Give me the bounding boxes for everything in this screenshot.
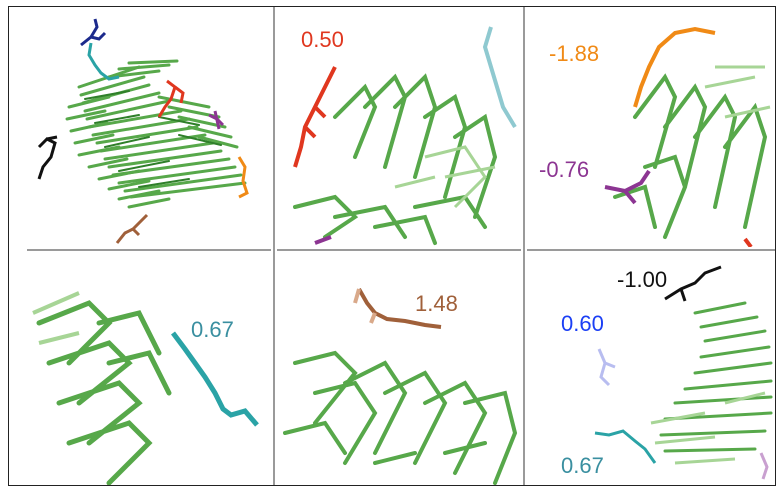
panel-black-blue-teal-probes: -1.00 0.60 0.67 [525,253,775,485]
vertical-divider-right [523,7,525,485]
red-probe-closeup [293,66,337,168]
red-value-label: 0.50 [301,27,344,52]
teal-probe-bottom [594,429,657,464]
orange-probe-overview [237,156,249,199]
dna-duplex-overview [65,59,247,209]
blue-probe-faded [597,348,616,387]
purple-fragment-faded [759,452,769,480]
brown-probe-closeup [357,288,442,329]
dna-duplex-closeup-d [283,350,518,485]
brown-probe-overview [115,213,149,244]
red-probe-molecule-render [293,26,517,245]
black-value-label: -1.00 [617,267,668,292]
dna-duplex-closeup-c-faded [32,291,80,345]
orange-purple-molecule-render [604,26,771,247]
panel-red-probe: 0.50 [275,7,521,247]
dna-duplex-closeup-e-faded [650,391,766,465]
overview-molecule-render [37,18,249,244]
teal-value-label-middle: 0.67 [191,317,234,342]
dna-duplex-closeup-c [36,300,172,485]
black-probe-overview [37,135,58,180]
red-probe-overview [157,79,185,118]
dna-duplex-closeup-a-faded [394,145,496,209]
panel-teal-probe: 0.67 [9,253,271,485]
orange-probe-closeup [633,26,716,108]
panel-orange-purple-probes: -1.88 -0.76 [525,7,775,247]
panel-overview [9,7,271,247]
brown-value-label: 1.48 [415,291,458,316]
horizontal-divider-left [27,249,271,251]
horizontal-divider-right [527,249,775,251]
dna-duplex-closeup-e [659,301,773,453]
blue-value-label: 0.60 [561,311,604,336]
horizontal-divider-middle [277,249,521,251]
figure-frame: 0.50 -1.88 -0.76 [8,6,776,486]
teal-value-label-bottom: 0.67 [561,453,604,478]
dna-duplex-closeup-b-faded [704,65,771,119]
purple-fragment [314,235,332,245]
dna-duplex-closeup-b [613,73,768,239]
teal-probe-molecule-render [32,291,259,485]
brown-probe-molecule-render [283,288,518,485]
purple-probe-overview [208,110,225,130]
brown-probe-faded [353,288,377,324]
dna-duplex-closeup-a [293,73,498,245]
purple-value-label: -0.76 [539,157,590,182]
teal-probe-closeup [171,331,259,427]
purple-probe-closeup [604,169,651,205]
black-blue-teal-molecule-render [594,265,773,480]
orange-value-label: -1.88 [549,41,600,66]
black-probe-closeup [664,265,722,302]
teal-linker-overview [87,42,120,81]
panel-brown-probe: 1.48 [275,253,521,485]
teal-probe-faded [482,26,517,129]
dna-duplex-overview-dark [84,90,222,188]
red-fragment [743,237,753,247]
navy-probe-molecule [80,18,107,47]
vertical-divider-left [273,7,275,485]
